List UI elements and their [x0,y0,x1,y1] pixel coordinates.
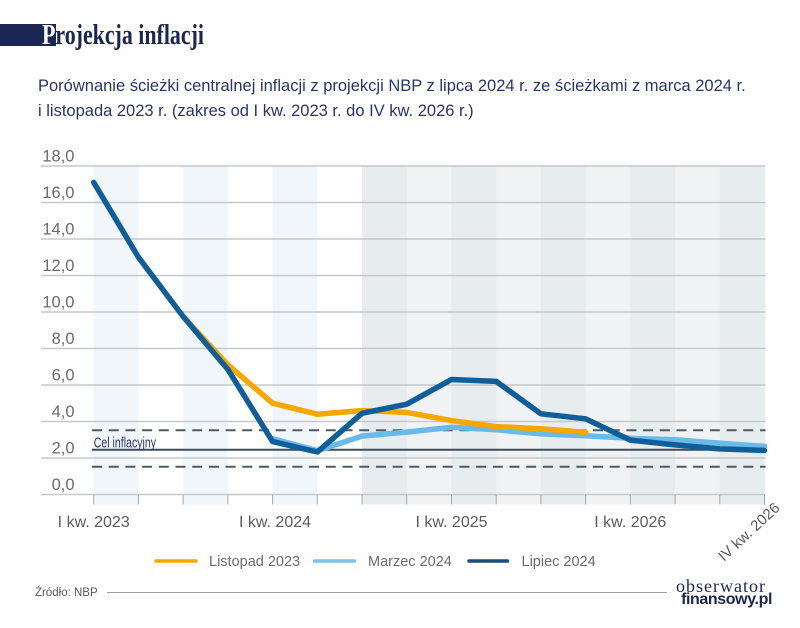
svg-text:16,0: 16,0 [42,184,74,202]
svg-text:14,0: 14,0 [42,221,74,239]
svg-text:I kw. 2026: I kw. 2026 [594,514,666,531]
svg-text:12,0: 12,0 [42,257,74,275]
svg-text:4,0: 4,0 [52,403,75,421]
svg-text:6,0: 6,0 [52,367,75,385]
svg-text:Listopad 2023: Listopad 2023 [209,554,300,570]
svg-text:18,0: 18,0 [42,148,74,166]
svg-text:Cel inflacyjny: Cel inflacyjny [94,435,157,452]
svg-text:I kw. 2023: I kw. 2023 [58,514,130,531]
svg-text:10,0: 10,0 [42,294,74,312]
svg-text:8,0: 8,0 [52,330,75,348]
svg-text:I kw. 2025: I kw. 2025 [415,514,487,531]
svg-text:Marzec 2024: Marzec 2024 [368,554,452,570]
svg-text:2,0: 2,0 [52,440,75,458]
svg-text:0,0: 0,0 [52,476,75,494]
svg-text:Lipiec 2024: Lipiec 2024 [522,554,596,570]
svg-text:I kw. 2024: I kw. 2024 [239,514,311,531]
svg-text:IV kw. 2026: IV kw. 2026 [715,500,783,565]
